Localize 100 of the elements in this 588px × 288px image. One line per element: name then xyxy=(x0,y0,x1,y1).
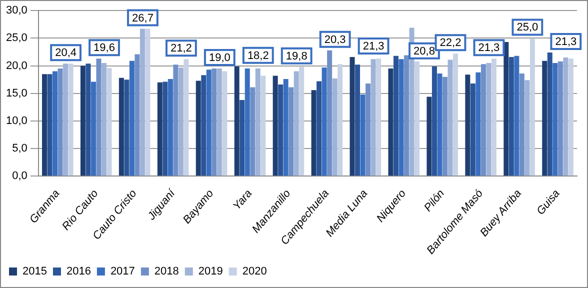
bar xyxy=(240,100,245,176)
bar xyxy=(212,68,217,176)
bar xyxy=(288,87,294,176)
bar xyxy=(552,63,558,176)
bar xyxy=(168,79,173,176)
data-label: 19,0 xyxy=(208,52,230,64)
bar xyxy=(58,68,63,176)
legend-label: 2020 xyxy=(242,266,267,278)
bar xyxy=(47,74,52,176)
bar xyxy=(360,94,366,176)
y-tick-label: 15,0 xyxy=(6,87,28,100)
bar xyxy=(465,74,470,176)
bar xyxy=(530,38,535,176)
bar xyxy=(255,68,260,176)
bar xyxy=(134,54,140,176)
legend-label: 2018 xyxy=(154,266,179,278)
data-label: 19,8 xyxy=(286,50,308,62)
bar xyxy=(234,66,240,176)
bar xyxy=(162,82,168,176)
bar xyxy=(118,78,124,176)
bar xyxy=(52,71,58,176)
data-label: 20,3 xyxy=(324,34,346,46)
bar xyxy=(350,56,355,176)
legend-label: 2017 xyxy=(110,266,135,278)
bar xyxy=(332,78,338,176)
bar xyxy=(394,56,398,176)
bar xyxy=(448,60,453,176)
bar xyxy=(196,80,201,176)
data-label: 25,0 xyxy=(516,22,538,34)
data-label: 21,3 xyxy=(478,42,500,54)
y-tick-label: 5,0 xyxy=(12,142,28,155)
x-tick-label: Yara xyxy=(231,188,255,212)
bar xyxy=(476,72,481,176)
bar xyxy=(201,75,206,176)
bar xyxy=(129,60,134,176)
bar xyxy=(184,59,189,176)
bar xyxy=(216,68,222,176)
legend-label: 2015 xyxy=(22,266,47,278)
bar xyxy=(366,83,371,176)
bar xyxy=(514,56,520,176)
bar xyxy=(140,28,145,176)
bar xyxy=(244,68,250,176)
bar xyxy=(157,82,162,176)
bar xyxy=(222,71,228,176)
data-label: 21,2 xyxy=(170,42,192,55)
bar xyxy=(558,61,563,176)
bar xyxy=(491,58,496,176)
y-tick-label: 10,0 xyxy=(6,115,28,128)
bar xyxy=(42,74,47,176)
bar xyxy=(102,63,106,176)
data-label: 21,3 xyxy=(555,36,577,48)
bar xyxy=(470,83,476,176)
bar xyxy=(173,64,178,176)
bar xyxy=(311,90,316,176)
bar xyxy=(80,66,86,176)
bar xyxy=(260,76,266,176)
bar xyxy=(370,59,376,176)
data-label: 20,8 xyxy=(414,45,435,58)
bar xyxy=(294,71,299,176)
bar xyxy=(338,64,343,176)
data-label: 26,7 xyxy=(132,12,154,24)
bar xyxy=(388,68,394,176)
bar xyxy=(480,64,486,176)
bar xyxy=(414,61,420,176)
bar xyxy=(504,42,509,176)
legend-label: 2016 xyxy=(66,266,91,278)
data-label: 20,4 xyxy=(55,47,76,60)
bar xyxy=(437,74,442,176)
bar xyxy=(206,70,212,176)
bar xyxy=(327,50,332,176)
bar xyxy=(398,59,404,176)
bar xyxy=(547,52,552,176)
bar xyxy=(278,84,284,176)
y-tick-label: 25,0 xyxy=(6,32,28,44)
bar xyxy=(486,63,492,176)
bar xyxy=(178,67,184,176)
bar xyxy=(426,96,432,176)
bar xyxy=(96,58,102,176)
bar xyxy=(442,76,448,176)
bar xyxy=(519,74,524,176)
bar xyxy=(568,58,574,176)
bar xyxy=(90,82,96,176)
bar xyxy=(404,55,410,176)
bar xyxy=(86,64,91,176)
bar xyxy=(376,58,382,176)
bar xyxy=(145,28,150,176)
bar xyxy=(250,87,256,176)
bar xyxy=(322,67,327,176)
bar xyxy=(563,58,568,176)
bar xyxy=(508,56,514,176)
bar xyxy=(272,76,278,176)
bar xyxy=(124,80,130,176)
legend-label: 2019 xyxy=(198,266,223,278)
bar xyxy=(355,64,360,176)
y-tick-label: 20,0 xyxy=(6,60,28,72)
bar xyxy=(68,64,74,176)
data-label: 19,6 xyxy=(94,42,115,54)
bar xyxy=(453,54,458,176)
bar xyxy=(316,81,322,176)
bar xyxy=(542,60,548,176)
